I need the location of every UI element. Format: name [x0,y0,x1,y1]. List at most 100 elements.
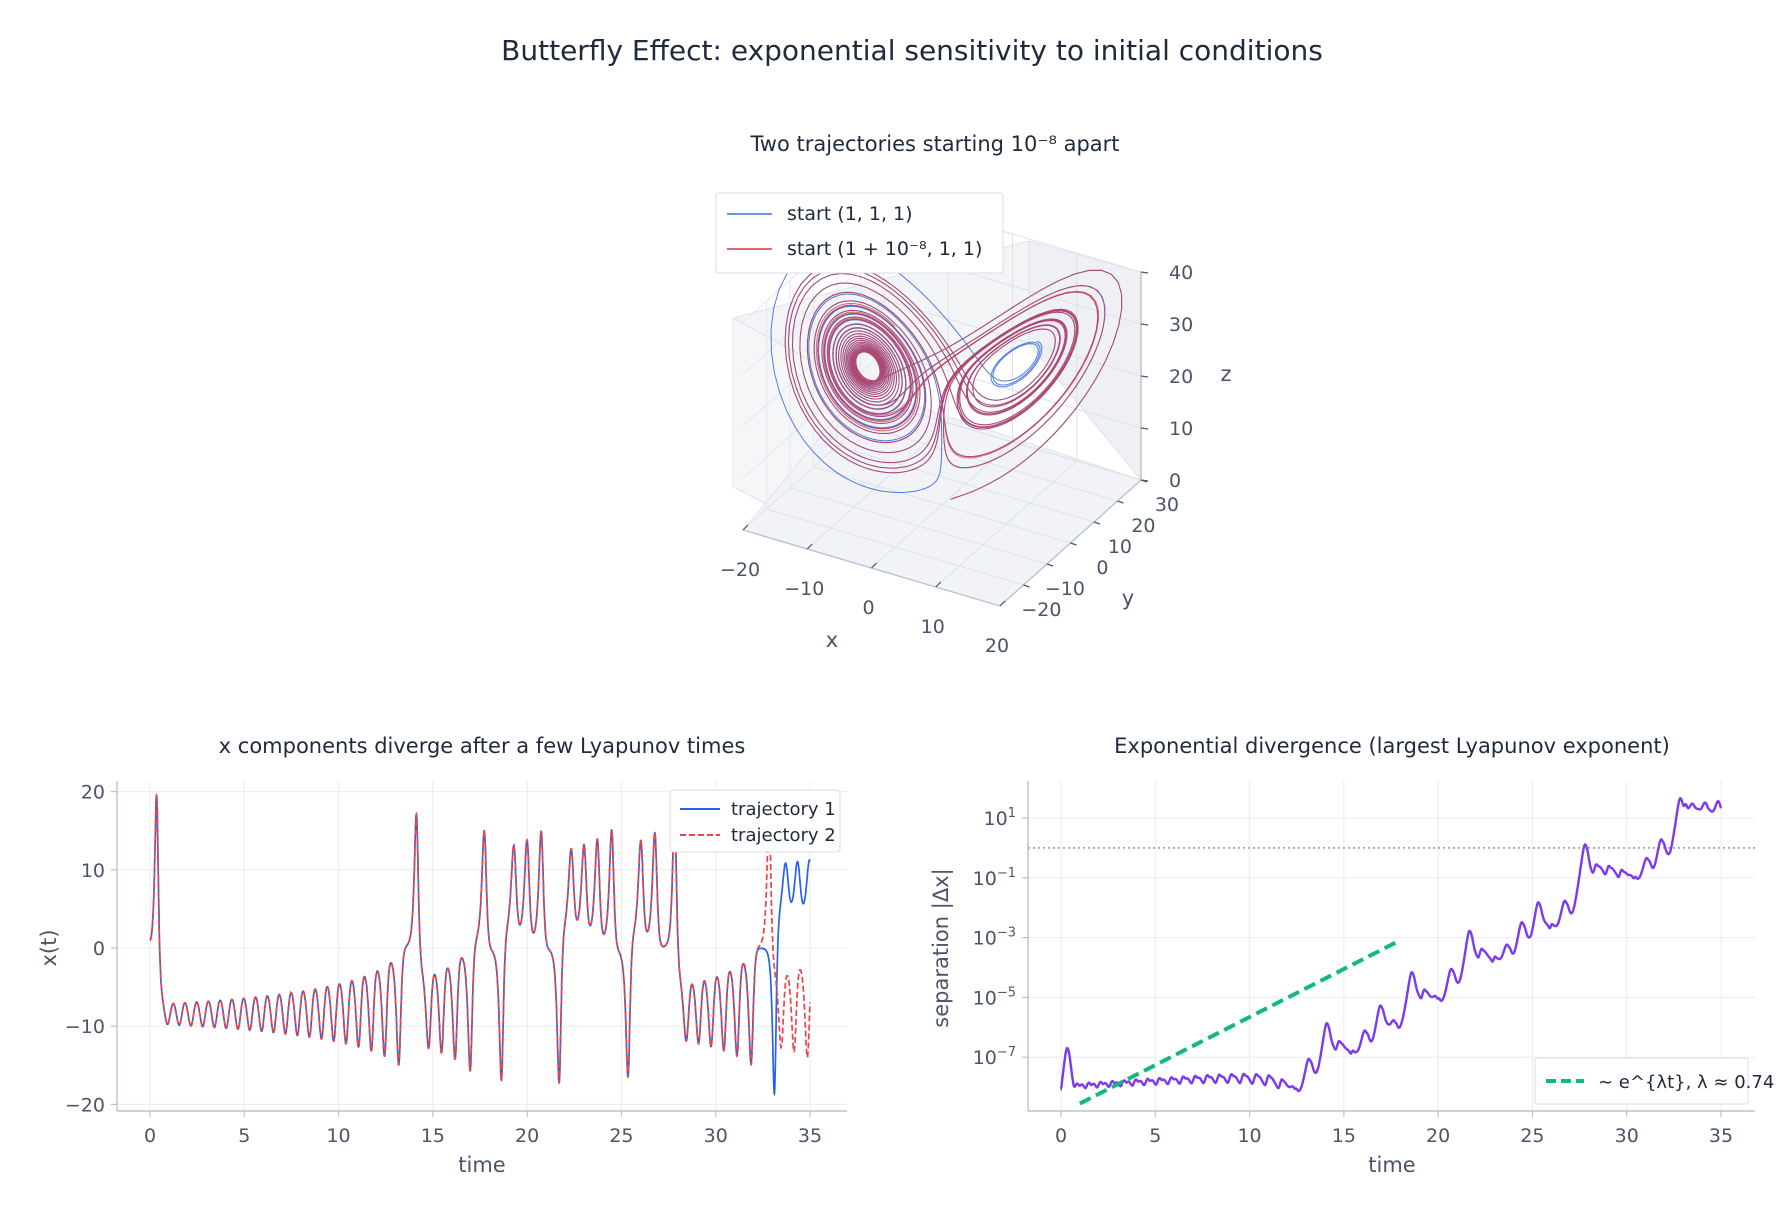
legend-3d-box [715,192,1004,274]
sep-x-tick-label: 5 [1149,1125,1161,1147]
xt-y-tick-label: −10 [65,1016,105,1038]
xt-y-tick-label: 0 [93,938,105,960]
x-vs-time-panel: x components diverge after a few Lyapuno… [37,734,847,1177]
xt-x-tick-label: 5 [238,1125,250,1147]
wall-grid-line [883,351,1142,429]
x-tick-mark [935,581,942,588]
sep-y-tick-label: 10−3 [973,926,1016,950]
y-tick-mark [1023,584,1030,588]
legend-3d-label-1: start (1, 1, 1) [787,203,913,225]
xt-series [149,793,811,1097]
xt-legend: trajectory 1 trajectory 2 [669,789,841,853]
y-tick-label: 0 [1096,557,1108,579]
x-tick-mark [742,524,749,531]
xt-y-tick-label: 20 [81,782,105,804]
figure-title: Butterfly Effect: exponential sensitivit… [501,34,1323,67]
legend-3d-label-2: start (1 + 10⁻⁸, 1, 1) [787,238,982,260]
x-tick-label: −10 [784,578,824,600]
xt-y-tick-label: 10 [81,860,105,882]
sep-x-tick-label: 30 [1615,1125,1639,1147]
xt-x-tick-label: 15 [421,1125,445,1147]
x-axis-label: x [826,628,838,652]
lorenz-3d-panel: Two trajectories starting 10⁻⁸ apart −20… [715,132,1232,657]
legend-3d: start (1, 1, 1) start (1 + 10⁻⁸, 1, 1) [715,192,1004,274]
sep-y-tick-label: 10−5 [973,985,1016,1009]
z-tick-label: 20 [1169,366,1193,388]
xt-x-tick-label: 10 [326,1125,350,1147]
xt-y-label: x(t) [37,929,61,966]
y-tick-label: 10 [1108,536,1132,558]
floor-grid-line [766,508,1024,586]
x-tick-mark [806,543,813,550]
z-axis-label: z [1220,362,1231,386]
separation-panel: Exponential divergence (largest Lyapunov… [929,734,1774,1177]
floor-grid-line [860,424,1118,502]
sep-legend: ∼ e^{λt}, λ ≈ 0.74 [1534,1057,1774,1105]
xt-y-tick-label: −20 [65,1094,105,1116]
x-tick-label: 10 [921,616,945,638]
trajectory-3d [784,263,1123,501]
z-tick-label: 0 [1169,470,1181,492]
z-tick-mark [1140,479,1149,482]
xt-x-tick-label: 30 [704,1125,728,1147]
sep-x-tick-label: 35 [1709,1125,1733,1147]
panel-3d-title: Two trajectories starting 10⁻⁸ apart [749,132,1119,156]
y-axis-label: y [1122,586,1134,610]
sep-y-label: separation |Δx| [929,868,954,1027]
wall-grid-line [742,299,885,427]
x-tick-label: 20 [985,635,1009,657]
sep-ticks: 0 5 10 15 20 25 30 35 10−7 10−5 10−3 10−1 101 [973,806,1733,1147]
y-tick-mark [1093,521,1101,525]
xt-x-tick-label: 35 [798,1125,822,1147]
sep-y-tick-label: 10−7 [973,1045,1016,1069]
y-tick-label: 20 [1131,515,1155,537]
xt-line-trajectory-1 [149,793,811,1097]
z-tick-label: 40 [1169,262,1193,284]
panel-xt-title: x components diverge after a few Lyapuno… [219,734,746,758]
sep-x-tick-label: 0 [1055,1125,1067,1147]
sep-x-tick-label: 25 [1520,1125,1544,1147]
xt-x-tick-label: 25 [609,1125,633,1147]
z-tick-mark [1140,323,1149,326]
xt-x-label: time [458,1153,505,1177]
xt-ticks: 0 5 10 15 20 25 30 35 −20 −10 0 10 20 [65,782,822,1147]
floor-grid-line [789,487,1048,565]
xt-x-tick-label: 0 [144,1125,156,1147]
floor-grid-line [836,445,1095,523]
xt-legend-label-1: trajectory 1 [731,799,836,820]
sep-legend-label: ∼ e^{λt}, λ ≈ 0.74 [1598,1072,1774,1093]
y-tick-label: −10 [1045,578,1085,600]
xt-legend-box [669,789,841,853]
z-tick-mark [1140,427,1149,430]
z-tick-mark [1140,271,1149,274]
sep-series [1059,797,1723,1106]
xt-legend-label-2: trajectory 2 [731,825,836,846]
sep-grid [1028,781,1755,1111]
y-tick-mark [1046,563,1054,567]
sep-y-tick-label: 101 [984,806,1016,830]
z-tick-label: 10 [1169,418,1193,440]
x-tick-mark [871,562,877,569]
sep-line-separation [1059,797,1723,1093]
y-tick-label: 30 [1155,494,1179,516]
floor-grid-line [813,466,1071,544]
sep-x-label: time [1368,1153,1415,1177]
trajectories-3d [770,245,1123,501]
z-tick-label: 30 [1169,314,1193,336]
x-tick-label: 0 [862,597,874,619]
x-tick-mark [999,600,1006,607]
sep-x-tick-label: 15 [1332,1125,1356,1147]
panel-sep-title: Exponential divergence (largest Lyapunov… [1114,734,1670,758]
y-tick-label: −20 [1021,599,1061,621]
sep-x-tick-label: 10 [1237,1125,1261,1147]
z-tick-mark [1140,375,1149,378]
xt-x-tick-label: 20 [515,1125,539,1147]
y-tick-mark [1070,542,1077,546]
sep-legend-box [1534,1057,1749,1105]
sep-fit-line [1078,938,1402,1106]
x-tick-label: −20 [720,559,760,581]
y-tick-mark [1117,500,1124,504]
sep-x-tick-label: 20 [1426,1125,1450,1147]
